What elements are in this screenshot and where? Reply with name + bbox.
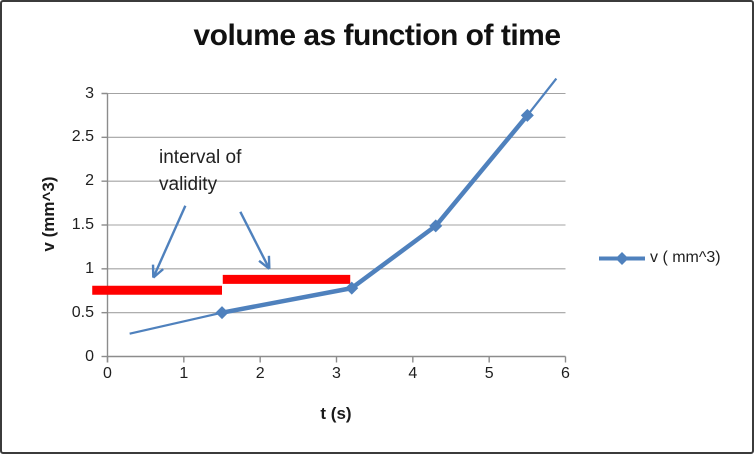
chart-title: volume as function of time	[193, 19, 561, 52]
annotation-text-line: validity	[159, 174, 218, 195]
legend: v ( mm^3)	[598, 249, 721, 267]
x-tick-label: 1	[179, 365, 189, 382]
data-point-marker	[345, 281, 359, 295]
x-tick-label: 2	[255, 365, 265, 382]
x-tick-label: 0	[103, 365, 112, 382]
annotation-text-line: interval of	[159, 147, 242, 168]
trendline-segment	[526, 77, 558, 117]
trendline-segment	[129, 311, 223, 335]
series-line	[219, 113, 530, 315]
x-tick-label: 4	[408, 365, 418, 382]
y-tick-label: 1	[85, 259, 94, 277]
x-axis-title: t (s)	[320, 404, 352, 423]
annotation-arrow-line	[152, 205, 187, 279]
y-tick-label: 2.5	[71, 128, 94, 146]
y-tick-label: 0.5	[71, 303, 94, 321]
annotation-arrowhead	[152, 268, 164, 279]
x-tick-label: 6	[561, 365, 570, 382]
legend-line-marker-icon	[599, 251, 645, 265]
x-tick-label: 5	[484, 365, 494, 382]
data-point-marker	[429, 219, 443, 233]
annotation-arrowhead	[258, 259, 271, 270]
data-point-marker	[520, 108, 534, 122]
legend-label: v ( mm^3)	[650, 249, 721, 266]
annotation-interval-of-validity: interval of validity	[159, 144, 241, 198]
annotation-arrow-line	[239, 211, 271, 270]
y-tick-label: 1.5	[71, 216, 94, 233]
y-tick-label: 2	[85, 172, 94, 190]
data-point-marker	[215, 306, 229, 320]
y-tick-label: 0	[85, 347, 94, 365]
y-tick-label: 3	[85, 84, 94, 102]
x-tick-label: 3	[332, 365, 341, 382]
